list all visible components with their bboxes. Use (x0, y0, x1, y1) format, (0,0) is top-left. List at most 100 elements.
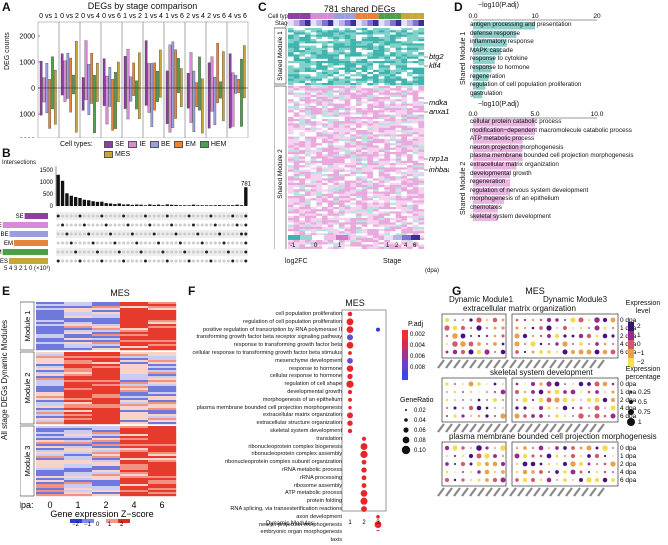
panel-e-heat-cell (148, 492, 176, 494)
panel-c-heat-cell (373, 106, 379, 108)
panel-c-heat-cell (328, 43, 334, 45)
panel-c-heat-cell (396, 37, 402, 39)
panel-g-dot (555, 390, 560, 395)
panel-b-matrix-dot (131, 260, 134, 263)
panel-e-heat-cell (64, 342, 92, 344)
panel-e-heat-cell (120, 406, 148, 408)
panel-c-heat-cell (373, 178, 379, 180)
panel-b-matrix-dot (201, 251, 204, 254)
panel-e-heat-cell (92, 362, 120, 364)
panel-e-heat-cell (64, 410, 92, 412)
panel-c-heat-cell (345, 112, 351, 114)
panel-b-matrix-dot (61, 215, 64, 218)
panel-e-heat-cell (36, 306, 64, 308)
panel-c-heat-cell (418, 74, 424, 76)
panel-c-heat-cell (367, 88, 373, 90)
panel-c-heat-cell (362, 174, 368, 176)
panel-c-heat-cell (333, 196, 339, 198)
panel-c-heat-cell (362, 233, 368, 235)
panel-c-heat-cell (288, 35, 294, 37)
panel-c-heat-cell (311, 183, 317, 185)
panel-c-heat-cell (418, 174, 424, 176)
panel-b-matrix-dot (227, 233, 230, 236)
panel-g-dot (516, 319, 519, 322)
panel-e-heat-cell (148, 376, 176, 378)
panel-g-dot (445, 382, 448, 385)
panel-g-gene-tick-label (446, 360, 452, 368)
panel-c-heat-cell (373, 121, 379, 123)
panel-g-dot (462, 471, 464, 473)
panel-d-term: MAPK cascade (470, 47, 581, 56)
panel-b-intersection-bar (122, 204, 125, 206)
panel-c-heat-cell (288, 63, 294, 65)
panel-c-heat-cell (345, 41, 351, 43)
panel-b-matrix-dot (223, 260, 226, 263)
panel-c-heat-cell (407, 68, 413, 70)
panel-c-heat-cell (305, 76, 311, 78)
panel-a-bar-down (229, 88, 231, 128)
panel-c-heat-cell (379, 35, 385, 37)
panel-e-heat-cell (92, 404, 120, 406)
panel-g-dot (486, 407, 489, 410)
panel-b-matrix-dot (127, 224, 130, 227)
panel-c-heat-cell (328, 242, 334, 244)
panel-c-heat-cell (299, 240, 305, 242)
panel-c-heat-cell (288, 90, 294, 92)
panel-c-heat-cell (418, 79, 424, 81)
panel-c-heat-cell (373, 110, 379, 112)
panel-b-matrix-dot (183, 260, 186, 263)
panel-e-heat-cell (64, 374, 92, 376)
panel-g-dot (486, 319, 489, 322)
panel-c-heat-cell (333, 79, 339, 81)
panel-c-heat-cell (401, 110, 407, 112)
panel-c-heat-cell (328, 150, 334, 152)
panel-e-heat-cell (120, 442, 148, 444)
panel-c-heat-cell (322, 128, 328, 130)
panel-c-heat-cell (322, 30, 328, 32)
panel-c-heat-cell (401, 145, 407, 147)
panel-a-bar-up (112, 79, 114, 88)
panel-c-heat-cell (413, 110, 419, 112)
panel-b-setsize-bar (3, 222, 48, 228)
panel-e-heat-cell (64, 430, 92, 432)
panel-c-heat-cell (350, 110, 356, 112)
panel-c-heat-cell (390, 161, 396, 163)
panel-c-heat-cell (316, 83, 322, 85)
panel-c-heat-cell (339, 137, 345, 139)
panel-g-dot (470, 399, 471, 400)
panel-c-heat-cell (333, 97, 339, 99)
panel-c-heat-cell (401, 214, 407, 216)
panel-c-heat-cell (345, 148, 351, 150)
panel-c-heat-cell (418, 90, 424, 92)
panel-e-heat-cell (64, 476, 92, 478)
panel-e-heat-cell (36, 356, 64, 358)
panel-c-heat-cell (401, 37, 407, 39)
panel-c-heat-cell (396, 134, 402, 136)
panel-c-heat-cell (396, 156, 402, 158)
panel-c-heat-cell (299, 192, 305, 194)
panel-c-heat-cell (316, 35, 322, 37)
panel-c-heat-cell (401, 39, 407, 41)
panel-f-dot (347, 318, 354, 325)
panel-c-celltype-cell (299, 13, 305, 19)
panel-c-heat-cell (367, 148, 373, 150)
panel-g-dot (453, 414, 456, 417)
panel-c-heat-cell (401, 59, 407, 61)
panel-b-matrix-dot (236, 233, 239, 236)
panel-c-heat-cell (322, 50, 328, 52)
panel-b-matrix-dot (118, 242, 121, 245)
panel-e-heat-cell (36, 318, 64, 320)
panel-c-heat-cell (367, 57, 373, 59)
panel-f-generatio-tick: 0.10 (414, 448, 426, 454)
panel-e-heat-cell (36, 358, 64, 360)
panel-c-heat-cell (384, 187, 390, 189)
panel-a-bar-down (46, 88, 48, 113)
panel-a-legend-item: EM (174, 140, 196, 150)
panel-g-dot (588, 319, 590, 321)
panel-c-heat-cell (362, 37, 368, 39)
panel-e-heat-cell (92, 336, 120, 338)
panel-c-heat-cell (311, 43, 317, 45)
panel-e-heat-cell (148, 440, 176, 442)
panel-c-heat-cell (288, 74, 294, 76)
panel-c-heat-cell (390, 30, 396, 32)
